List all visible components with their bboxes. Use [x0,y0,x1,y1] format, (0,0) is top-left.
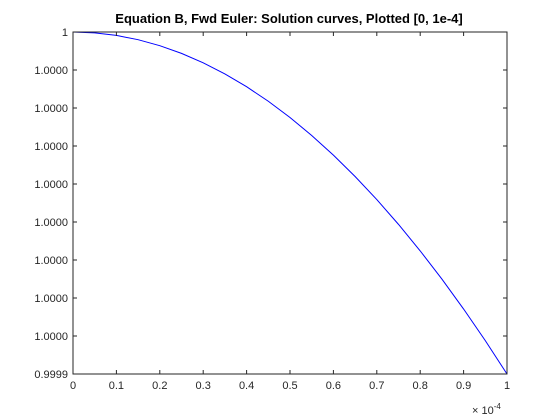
x-tick-label: 0 [70,380,76,392]
y-tick-label: 0.9999 [34,369,68,381]
x-tick-label: 1 [504,380,510,392]
x-tick-label: 0.5 [282,380,297,392]
y-tick-label: 1.0000 [34,179,68,191]
chart-title: Equation B, Fwd Euler: Solution curves, … [115,11,462,26]
x-tick-label: 0.1 [109,380,124,392]
y-tick-label: 1.0000 [34,141,68,153]
x-tick-label: 0.7 [369,380,384,392]
x-tick-label: 0.4 [239,380,254,392]
y-tick-label: 1 [62,27,68,39]
series-group [72,31,508,375]
plot-area [73,32,507,374]
axes-box [72,31,508,375]
x-axis-multiplier: × 10-4 [472,402,501,417]
series-line-1 [72,31,508,375]
x-tick-label: 0.6 [326,380,341,392]
x-tick-label: 0.8 [413,380,428,392]
y-axis-ticks: 1 1.0000 1.0000 1.0000 1.0000 1.0000 1.0000 1.0… [34,27,507,381]
y-tick-label: 1.0000 [34,65,68,77]
x-axis-multiplier-exponent: -4 [494,402,502,411]
y-tick-label: 1.0000 [34,255,68,267]
x-axis-multiplier-base: × 10 [472,405,494,417]
x-axis-ticks: 0 0.1 0.2 0.3 0.4 0.5 0.6 0.7 0.8 0.9 1 [70,32,510,392]
y-tick-label: 1.0000 [34,217,68,229]
x-tick-label: 0.3 [196,380,211,392]
y-tick-label: 1.0000 [34,331,68,343]
y-tick-label: 1.0000 [34,293,68,305]
x-tick-label: 0.2 [152,380,167,392]
y-tick-label: 1.0000 [34,103,68,115]
x-tick-label: 0.9 [456,380,471,392]
